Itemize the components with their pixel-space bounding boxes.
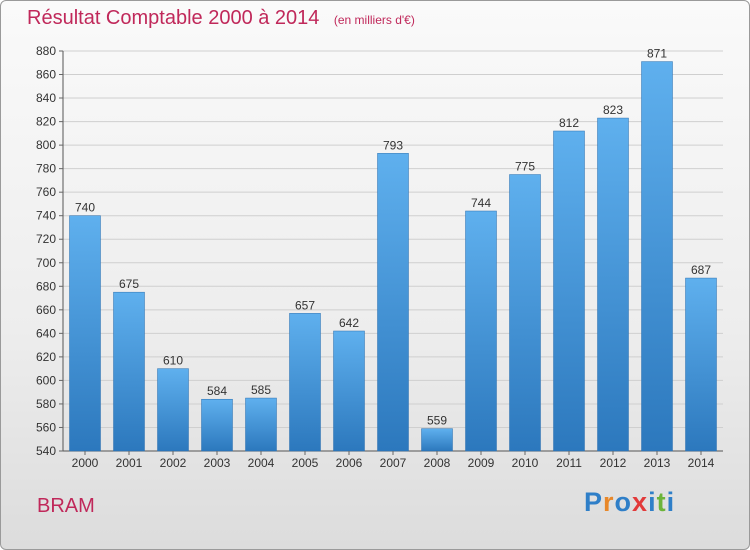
- x-tick-label: 2010: [512, 456, 539, 470]
- logo-letter: o: [614, 487, 633, 517]
- logo-letter: t: [656, 487, 667, 517]
- x-tick-label: 2003: [204, 456, 231, 470]
- proxiti-logo: Proxiti: [584, 487, 675, 518]
- commune-name: BRAM: [37, 495, 95, 517]
- y-tick-label: 820: [36, 115, 56, 129]
- x-tick-label: 2006: [336, 456, 363, 470]
- x-tick-label: 2001: [116, 456, 143, 470]
- bar: [597, 117, 629, 452]
- logo-letter: i: [666, 487, 676, 517]
- y-tick-label: 660: [36, 303, 56, 317]
- x-axis-ticks: 2000 2001 2002 2003 2004 2005 2006 2007 2008 2009…: [72, 451, 715, 470]
- y-tick-label: 580: [36, 397, 56, 411]
- bar: [509, 174, 541, 452]
- data-labels: 740 675 610 584 585 657 642 793 559 744 775 812 823 8…: [75, 47, 711, 428]
- data-label: 775: [515, 160, 535, 174]
- x-tick-label: 2009: [468, 456, 495, 470]
- x-tick-label: 2013: [644, 456, 671, 470]
- y-axis-ticks: 540 560 580 600 620 640 660 680 700 720 740 760 780 8…: [36, 44, 63, 458]
- data-label: 871: [647, 47, 667, 61]
- x-tick-label: 2005: [292, 456, 319, 470]
- y-tick-label: 840: [36, 91, 56, 105]
- y-tick-label: 640: [36, 326, 56, 340]
- data-label: 744: [471, 196, 491, 210]
- data-label: 584: [207, 384, 227, 398]
- y-tick-label: 740: [36, 209, 56, 223]
- x-tick-label: 2011: [556, 456, 582, 470]
- y-tick-label: 760: [36, 185, 56, 199]
- bar: [69, 215, 101, 452]
- title-row: Résultat Comptable 2000 à 2014 (en milli…: [27, 7, 415, 30]
- bar: [113, 291, 145, 452]
- y-tick-label: 700: [36, 256, 56, 270]
- y-tick-label: 620: [36, 350, 56, 364]
- data-label: 740: [75, 201, 95, 215]
- logo-letter: r: [603, 487, 615, 517]
- y-tick-label: 880: [36, 44, 56, 58]
- x-tick-label: 2014: [688, 456, 715, 470]
- bar: [245, 397, 277, 452]
- data-label: 812: [559, 116, 579, 130]
- bars: [69, 61, 717, 452]
- data-label: 823: [603, 103, 623, 117]
- bar: [333, 330, 365, 452]
- x-tick-label: 2007: [380, 456, 407, 470]
- data-label: 642: [339, 316, 359, 330]
- y-tick-label: 780: [36, 162, 56, 176]
- bar: [465, 210, 497, 452]
- y-tick-label: 800: [36, 138, 56, 152]
- bar: [685, 277, 717, 452]
- y-tick-label: 720: [36, 232, 56, 246]
- y-tick-label: 560: [36, 420, 56, 434]
- chart-title: Résultat Comptable 2000 à 2014: [27, 7, 320, 29]
- x-tick-label: 2004: [248, 456, 275, 470]
- data-label: 585: [251, 383, 271, 397]
- bar: [157, 368, 189, 452]
- bar: [289, 313, 321, 452]
- data-label: 793: [383, 138, 403, 152]
- data-label: 610: [163, 354, 183, 368]
- logo-letter: x: [632, 487, 649, 517]
- x-tick-label: 2000: [72, 456, 99, 470]
- x-tick-label: 2012: [600, 456, 627, 470]
- x-tick-label: 2008: [424, 456, 451, 470]
- data-label: 687: [691, 263, 711, 277]
- data-label: 657: [295, 298, 315, 312]
- chart-subtitle: (en milliers d'€): [333, 13, 415, 27]
- y-tick-label: 680: [36, 279, 56, 293]
- y-tick-label: 860: [36, 68, 56, 82]
- bar: [201, 398, 233, 452]
- logo-letter: i: [648, 487, 657, 517]
- data-label: 675: [119, 277, 139, 291]
- y-tick-label: 600: [36, 373, 56, 387]
- bar: [641, 61, 673, 452]
- x-tick-label: 2002: [160, 456, 187, 470]
- bar: [377, 153, 409, 452]
- bar: [421, 428, 453, 452]
- y-tick-label: 540: [36, 444, 56, 458]
- bar: [553, 130, 585, 452]
- data-label: 559: [427, 414, 447, 428]
- logo-letter: P: [584, 487, 604, 517]
